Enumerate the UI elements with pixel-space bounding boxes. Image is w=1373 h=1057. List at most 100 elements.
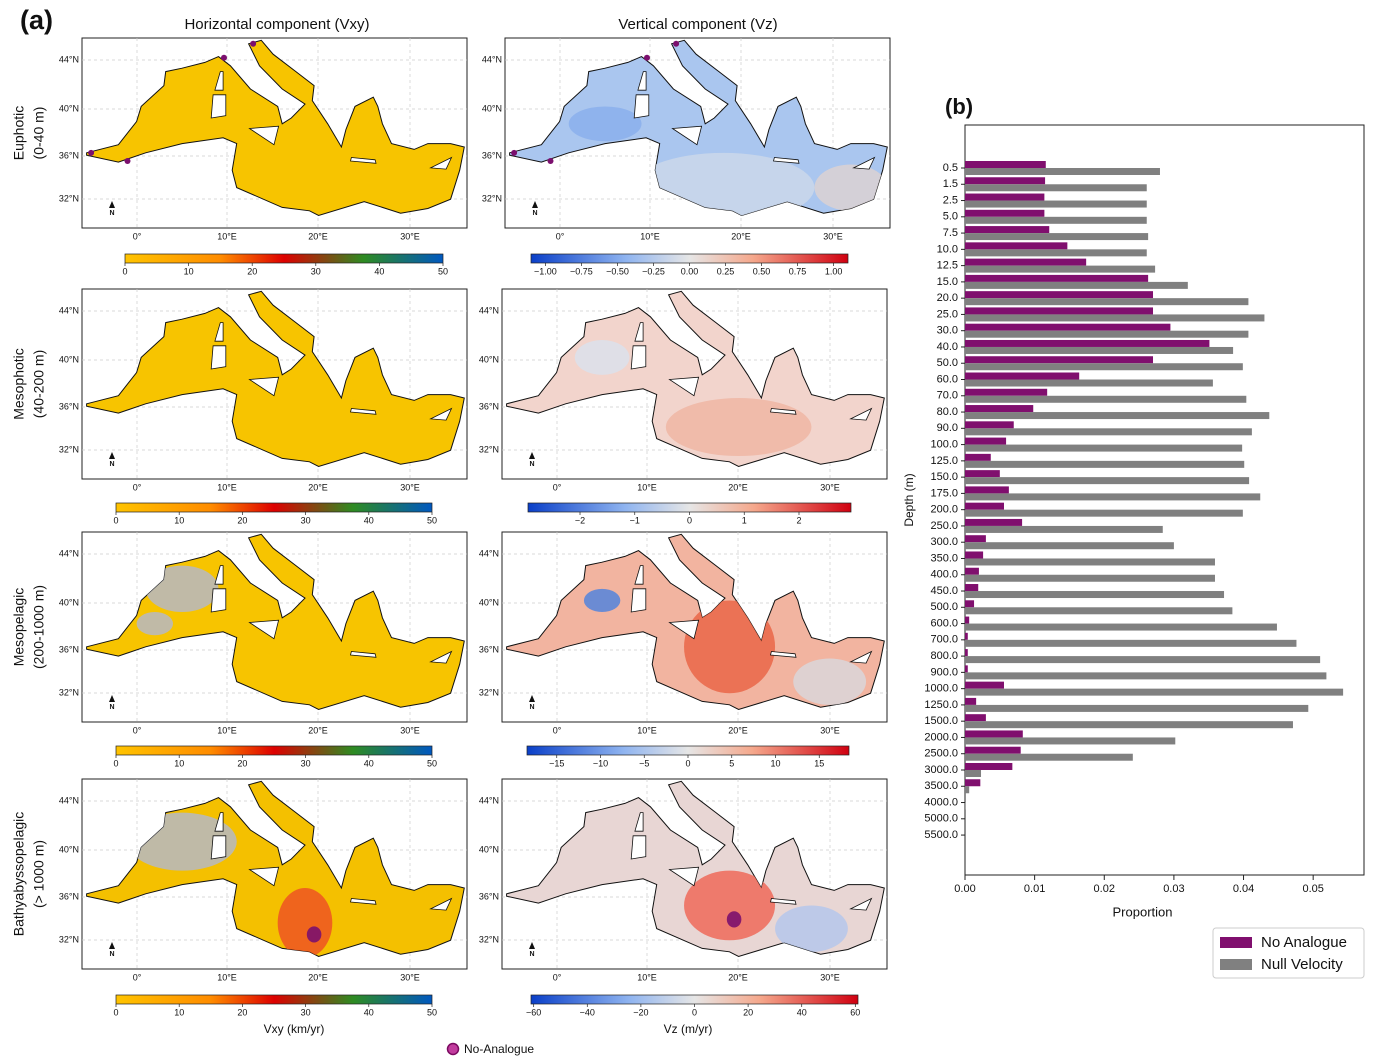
island <box>668 376 700 397</box>
colorbar-tick-label: 30 <box>301 515 311 525</box>
colorbar-tick-label: 0.75 <box>789 266 807 276</box>
lon-label: 10°E <box>637 725 657 735</box>
island <box>634 565 644 585</box>
y-tick-label: 10.0 <box>937 243 958 255</box>
lat-label: 32°N <box>59 687 79 697</box>
north-label: N <box>529 704 534 711</box>
island <box>630 835 647 860</box>
sea-patch <box>306 926 322 943</box>
sea-patch <box>583 588 621 613</box>
colorbar <box>115 502 433 513</box>
sea-patch <box>684 870 776 941</box>
lat-label: 44°N <box>59 795 79 805</box>
y-tick-label: 500.0 <box>930 601 958 613</box>
y-tick-label: 15.0 <box>937 276 958 288</box>
y-tick-label: 175.0 <box>930 487 958 499</box>
row-label: Mesopelagic (200-1000 m) <box>11 585 47 669</box>
island <box>634 322 644 342</box>
map-panel: 44°N 40°N 36°N 32°N 0° 10°E 20°E 30°E N <box>479 288 888 492</box>
lat-label: 44°N <box>479 795 499 805</box>
lat-label: 36°N <box>479 401 499 411</box>
bar <box>965 412 1270 420</box>
lon-label: 30°E <box>400 231 420 241</box>
colorbar-tick-label: 1.00 <box>825 266 843 276</box>
bar <box>965 216 1147 224</box>
y-tick-label: 3500.0 <box>924 780 958 792</box>
bar <box>965 535 986 543</box>
legend-label: No-Analogue <box>464 1042 534 1056</box>
island <box>214 812 224 832</box>
bar <box>965 697 977 705</box>
y-tick-label: 2000.0 <box>924 731 958 743</box>
row-label-line: (> 1000 m) <box>31 840 47 908</box>
sea-patch <box>136 612 174 636</box>
lon-label: 10°E <box>217 725 237 735</box>
bar <box>965 307 1154 315</box>
bar <box>965 502 1004 510</box>
bar <box>965 477 1250 485</box>
y-tick-label: 600.0 <box>930 617 958 629</box>
y-tick-label: 125.0 <box>930 455 958 467</box>
bar <box>965 665 968 673</box>
lat-label: 32°N <box>479 687 499 697</box>
y-tick-label: 70.0 <box>937 390 958 402</box>
lon-label: 0° <box>133 725 142 735</box>
bar <box>965 574 1215 582</box>
y-tick-label: 3000.0 <box>924 764 958 776</box>
lon-label: 20°E <box>308 482 328 492</box>
lat-label: 44°N <box>59 548 79 558</box>
y-tick-label: 700.0 <box>930 634 958 646</box>
bar <box>965 656 1321 664</box>
island <box>769 898 797 905</box>
no-analogue-spot <box>673 40 680 47</box>
island <box>210 835 227 860</box>
north-label: N <box>109 210 114 217</box>
colorbar-tick-label: 50 <box>427 515 437 525</box>
y-tick-label: 5.0 <box>943 211 958 223</box>
north-label: N <box>532 210 537 217</box>
island <box>852 156 876 170</box>
bar <box>965 779 981 787</box>
colorbar-tick-label: 40 <box>364 1007 374 1017</box>
bar <box>965 802 966 810</box>
bar <box>965 291 1154 299</box>
lat-label: 40°N <box>59 844 79 854</box>
panel-label: (b) <box>945 94 973 119</box>
island <box>429 650 453 664</box>
lon-label: 20°E <box>308 972 328 982</box>
colorbar-tick-label: 40 <box>374 266 384 276</box>
column-title: Vertical component (Vz) <box>618 16 777 33</box>
lat-label: 32°N <box>479 444 499 454</box>
colorbar-tick-label: 0 <box>692 1007 697 1017</box>
y-tick-label: 5000.0 <box>924 813 958 825</box>
colorbar-tick-label: 20 <box>237 758 247 768</box>
y-tick-label: 40.0 <box>937 341 958 353</box>
island <box>429 156 453 170</box>
bar <box>965 249 1147 257</box>
bar <box>965 314 1265 322</box>
lat-label: 44°N <box>59 54 79 64</box>
island <box>849 650 873 664</box>
bar <box>965 688 1344 696</box>
colorbar-tick-label: 10 <box>174 758 184 768</box>
bar <box>965 616 970 624</box>
lat-label: 40°N <box>479 844 499 854</box>
y-tick-label: 1500.0 <box>924 715 958 727</box>
bar <box>965 356 1154 364</box>
island <box>849 407 873 421</box>
lon-label: 30°E <box>400 725 420 735</box>
sea-patch <box>814 164 888 211</box>
no-analogue-spot <box>88 149 95 156</box>
bar <box>965 753 1133 761</box>
y-tick-label: 350.0 <box>930 552 958 564</box>
bar <box>965 428 1252 436</box>
bar <box>965 437 1007 445</box>
lat-label: 40°N <box>479 354 499 364</box>
y-tick-label: 2.5 <box>943 194 958 206</box>
north-label: N <box>109 704 114 711</box>
colorbar-tick-label: 50 <box>427 1007 437 1017</box>
lat-label: 36°N <box>59 891 79 901</box>
north-arrow <box>532 201 538 208</box>
colorbar-tick-label: 0.50 <box>753 266 771 276</box>
bar <box>965 298 1249 306</box>
